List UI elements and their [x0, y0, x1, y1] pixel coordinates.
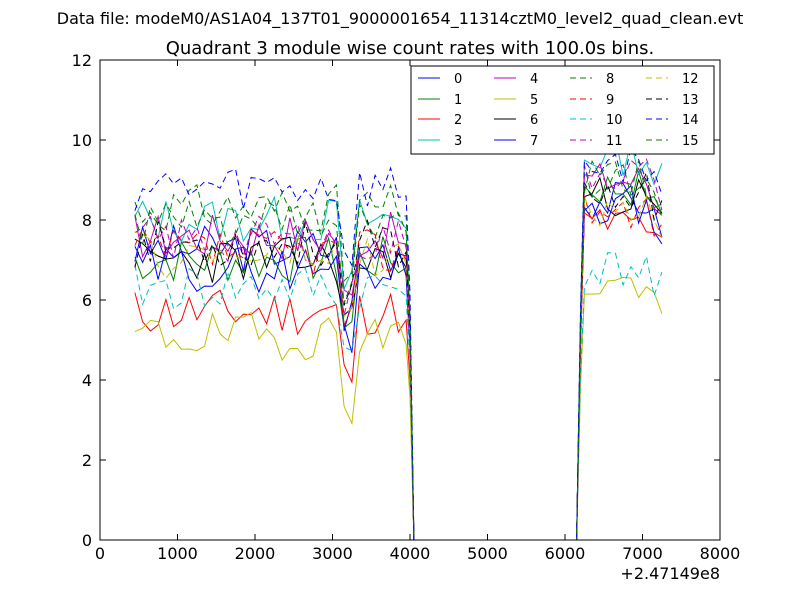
series-line-2 — [134, 208, 663, 541]
x-tick-label: 5000 — [467, 544, 508, 563]
legend-label-14: 14 — [682, 113, 699, 128]
legend-label-6: 6 — [530, 113, 538, 128]
legend-label-3: 3 — [454, 134, 462, 149]
legend-frame — [410, 65, 715, 155]
chart-title: Quadrant 3 module wise count rates with … — [166, 38, 655, 59]
y-tick-label: 4 — [82, 371, 92, 390]
x-tick-label: 1000 — [157, 544, 198, 563]
series-line-4 — [134, 162, 663, 541]
series-line-1 — [134, 170, 663, 541]
legend-label-15: 15 — [682, 134, 699, 149]
y-tick-label: 6 — [82, 291, 92, 310]
x-tick-label: 7000 — [622, 544, 663, 563]
x-tick-label: 2000 — [235, 544, 276, 563]
legend-label-12: 12 — [682, 72, 699, 87]
figure-title: Data file: modeM0/AS1A04_137T01_90000016… — [57, 9, 743, 29]
series-line-10 — [134, 252, 663, 541]
y-tick-label: 8 — [82, 211, 92, 230]
x-axis-offset-label: +2.47149e8 — [620, 564, 720, 583]
series-line-11 — [134, 158, 663, 541]
x-tick-label: 6000 — [545, 544, 586, 563]
series-line-9 — [134, 195, 663, 541]
y-tick-label: 10 — [72, 131, 92, 150]
legend-label-5: 5 — [530, 93, 538, 108]
y-tick-label: 0 — [82, 531, 92, 550]
series-line-5 — [134, 276, 663, 541]
legend-label-11: 11 — [606, 134, 623, 149]
series-line-6 — [134, 176, 663, 541]
legend-label-9: 9 — [606, 93, 614, 108]
series-line-15 — [134, 159, 663, 541]
legend-label-10: 10 — [606, 113, 623, 128]
legend-label-1: 1 — [454, 93, 462, 108]
series-line-8 — [134, 163, 663, 541]
x-tick-label: 0 — [95, 544, 105, 563]
legend-label-0: 0 — [454, 72, 462, 87]
x-tick-label: 4000 — [390, 544, 431, 563]
series-line-7 — [134, 184, 663, 541]
series-line-14 — [134, 147, 663, 541]
legend-label-8: 8 — [606, 72, 614, 87]
legend-label-7: 7 — [530, 134, 538, 149]
legend-label-4: 4 — [530, 72, 538, 87]
series-line-13 — [134, 170, 663, 541]
y-tick-label: 12 — [72, 51, 92, 70]
legend-label-13: 13 — [682, 93, 699, 108]
y-tick-label: 2 — [82, 451, 92, 470]
legend-label-2: 2 — [454, 113, 462, 128]
plot-lines — [134, 135, 663, 541]
x-tick-label: 8000 — [700, 544, 741, 563]
x-axis-ticks: 0 1000 2000 3000 4000 5000 6000 7000 8000 — [95, 60, 740, 563]
x-tick-label: 3000 — [312, 544, 353, 563]
series-line-0 — [134, 181, 663, 541]
